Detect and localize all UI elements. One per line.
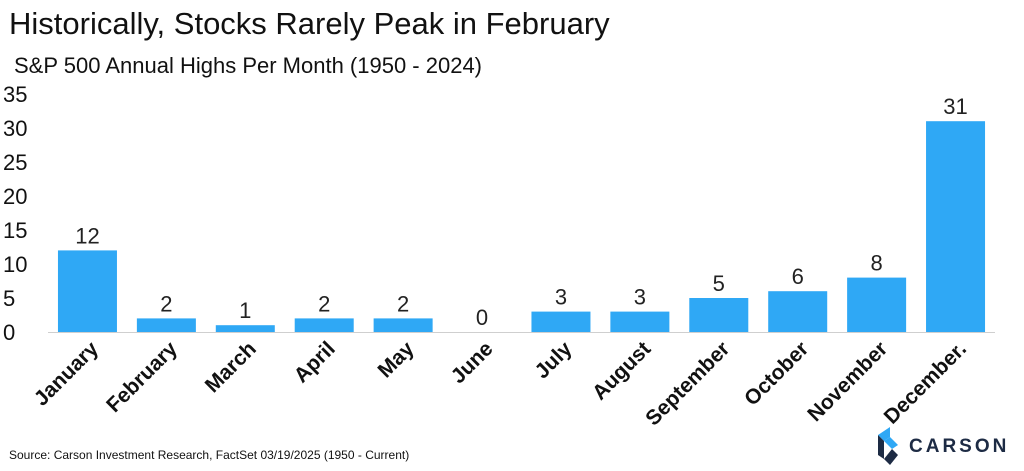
- data-label: 2: [318, 291, 330, 316]
- bar: [926, 121, 986, 332]
- data-label: 3: [555, 285, 567, 310]
- bar: [531, 311, 591, 332]
- y-axis: 0 5 10 15 20 25 30 35: [3, 82, 27, 345]
- carson-mark-icon: [878, 427, 898, 465]
- x-tick-label: April: [290, 337, 340, 387]
- bar: [689, 298, 749, 332]
- data-label: 2: [397, 291, 409, 316]
- bar: [768, 291, 828, 332]
- x-tick-label: March: [201, 337, 261, 397]
- bar: [847, 277, 907, 332]
- x-tick-label: January: [30, 337, 103, 410]
- source-note: Source: Carson Investment Research, Fact…: [9, 448, 410, 462]
- y-tick-label: 10: [3, 252, 27, 277]
- y-tick-label: 15: [3, 218, 27, 243]
- data-label: 31: [943, 94, 967, 119]
- bar: [215, 325, 275, 332]
- y-tick-label: 35: [3, 82, 27, 107]
- chart-title: Historically, Stocks Rarely Peak in Febr…: [9, 6, 610, 41]
- y-tick-label: 30: [3, 116, 27, 141]
- data-label: 12: [75, 223, 99, 248]
- x-tick-label: October: [740, 337, 813, 410]
- y-tick-label: 25: [3, 150, 27, 175]
- x-tick-label: December.: [880, 337, 971, 428]
- chart-subtitle: S&P 500 Annual Highs Per Month (1950 - 2…: [14, 53, 483, 78]
- data-label: 8: [871, 251, 883, 276]
- bar: [373, 318, 433, 332]
- y-tick-label: 20: [3, 184, 27, 209]
- x-tick-label: February: [102, 337, 182, 417]
- y-tick-label: 0: [3, 320, 15, 345]
- carson-logo: CARSON: [876, 425, 1016, 467]
- data-label: 3: [634, 285, 646, 310]
- bar: [610, 311, 670, 332]
- data-label: 1: [239, 298, 251, 323]
- x-tick-label: September: [641, 337, 734, 430]
- data-label: 5: [713, 271, 725, 296]
- y-tick-label: 5: [3, 286, 15, 311]
- bar: [136, 318, 196, 332]
- logo-text: CARSON: [909, 436, 1010, 457]
- x-tick-label: May: [374, 337, 419, 382]
- data-label: 2: [160, 291, 172, 316]
- x-axis: January February March April May June July Augu…: [30, 332, 995, 430]
- x-tick-label: August: [588, 337, 655, 404]
- x-tick-label: July: [531, 337, 577, 383]
- data-label: 0: [476, 305, 488, 330]
- x-tick-label: June: [447, 337, 498, 388]
- bar: [294, 318, 354, 332]
- bar: [57, 250, 117, 332]
- data-label: 6: [792, 264, 804, 289]
